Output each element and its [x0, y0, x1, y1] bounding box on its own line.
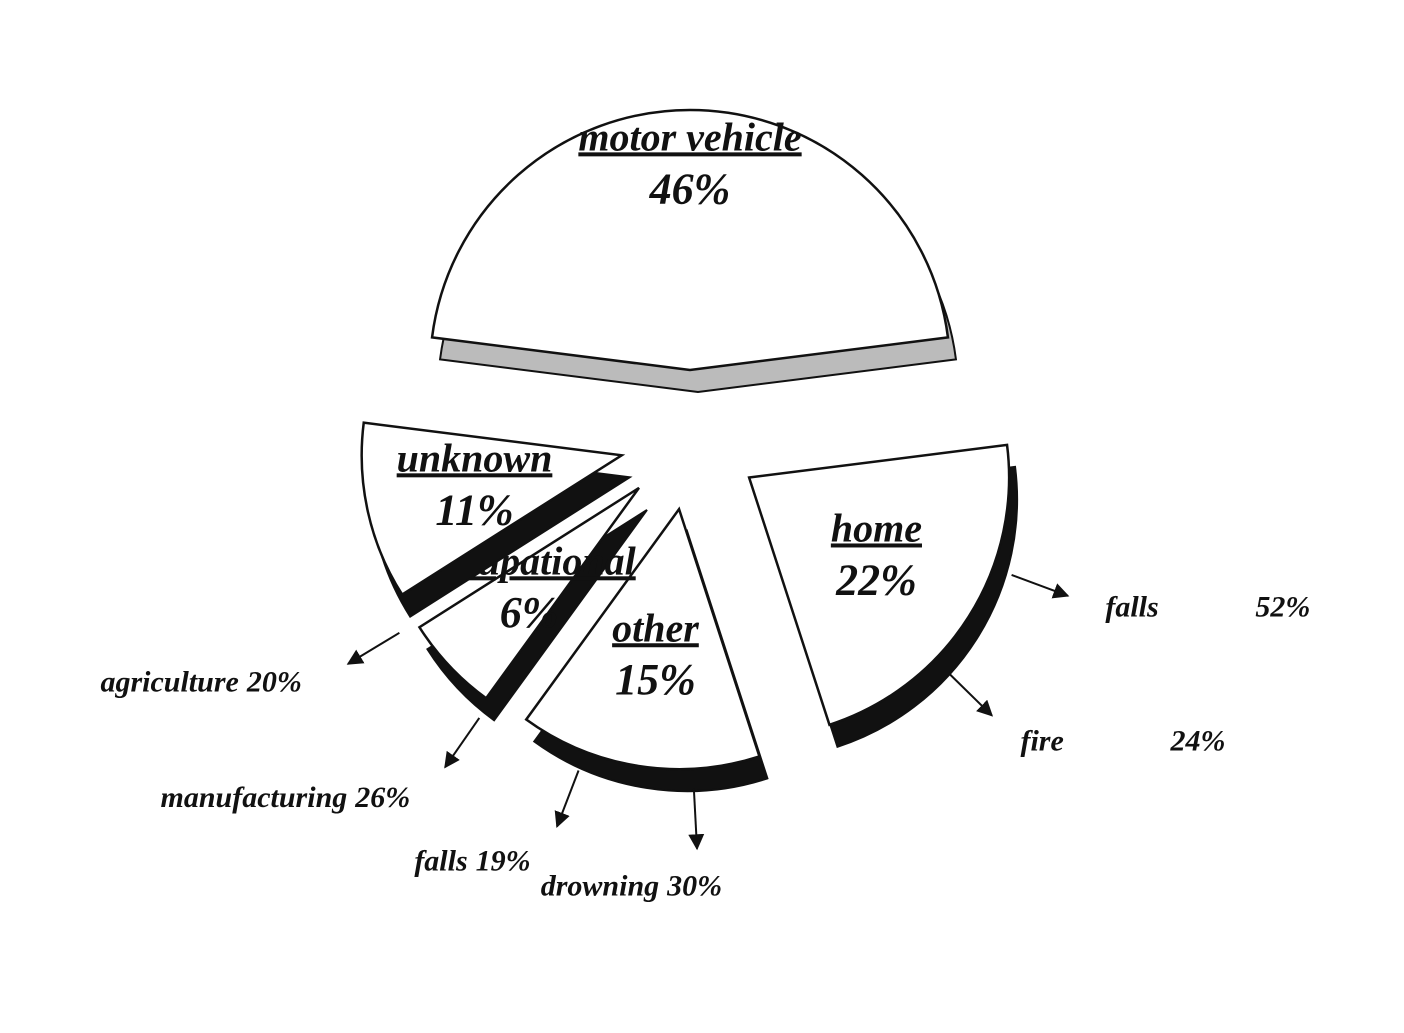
slice-value-label: 11% [435, 485, 513, 534]
breakdown-arrow [444, 717, 481, 769]
slice-label: home [831, 505, 922, 550]
slice-value-label: 22% [835, 555, 917, 604]
breakdown-name: drowning [541, 869, 659, 902]
breakdown-value-label: 20% [246, 665, 302, 698]
slice [747, 443, 1011, 727]
slice-value-label: 6% [500, 588, 559, 637]
breakdown-name: fire [1020, 724, 1063, 757]
slice-label: other [612, 605, 699, 650]
slice [417, 486, 640, 701]
breakdown-value-label: 30% [666, 869, 722, 902]
breakdown-name: falls [1105, 591, 1158, 624]
breakdown-name: manufacturing [161, 781, 348, 814]
slice-label: motor vehicle [578, 114, 801, 159]
breakdown-arrow [346, 631, 400, 665]
breakdown-value-label: 24% [1169, 724, 1225, 757]
slice-value-label: 15% [615, 655, 696, 704]
slice [524, 506, 761, 771]
slice-label: unknown [397, 435, 553, 480]
breakdown-arrow [688, 788, 705, 851]
slice [430, 108, 950, 372]
breakdown-arrow [948, 672, 994, 717]
slice [360, 421, 626, 597]
breakdown-name: falls [414, 845, 467, 878]
slice-value-label: 46% [649, 164, 731, 213]
breakdown-arrow [554, 770, 580, 828]
breakdown-name: agriculture [100, 665, 238, 698]
breakdown-arrow [1011, 574, 1070, 599]
breakdown-value-label: 26% [354, 781, 410, 814]
breakdown-value-label: 19% [476, 845, 531, 878]
breakdown-value-label: 52% [1255, 591, 1310, 624]
